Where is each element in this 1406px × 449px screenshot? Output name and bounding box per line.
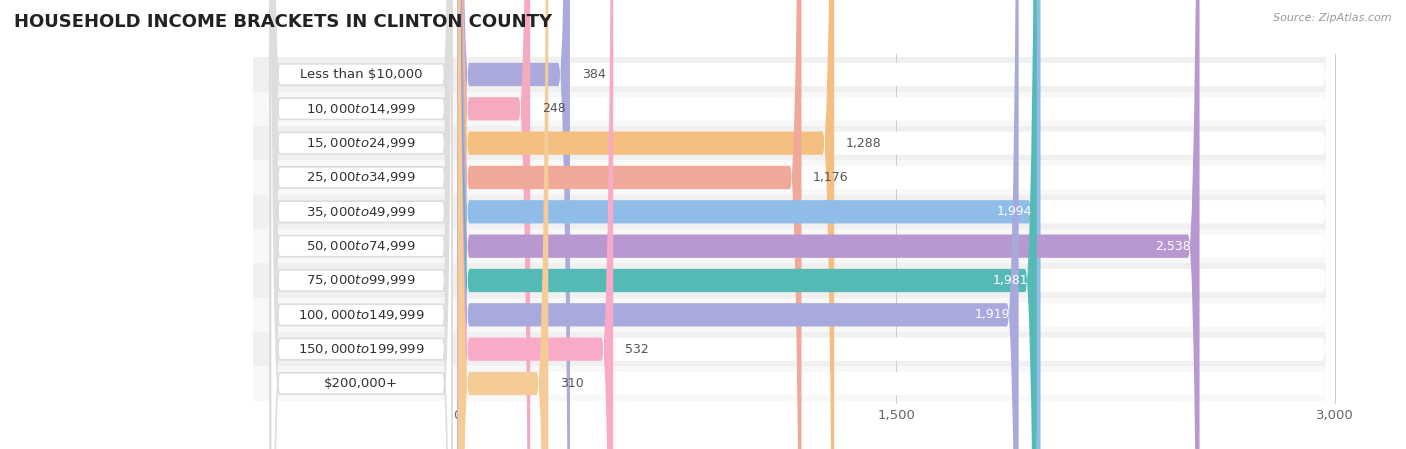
FancyBboxPatch shape (270, 0, 451, 449)
Text: $150,000 to $199,999: $150,000 to $199,999 (298, 342, 425, 356)
FancyBboxPatch shape (270, 0, 451, 449)
FancyBboxPatch shape (253, 57, 1334, 92)
FancyBboxPatch shape (458, 0, 1334, 449)
FancyBboxPatch shape (458, 0, 801, 449)
Text: $10,000 to $14,999: $10,000 to $14,999 (307, 102, 416, 116)
FancyBboxPatch shape (270, 0, 451, 449)
FancyBboxPatch shape (458, 0, 1334, 449)
Text: Source: ZipAtlas.com: Source: ZipAtlas.com (1274, 13, 1392, 23)
FancyBboxPatch shape (458, 0, 569, 449)
FancyBboxPatch shape (270, 0, 451, 449)
FancyBboxPatch shape (253, 298, 1334, 332)
Text: 1,919: 1,919 (974, 308, 1010, 321)
FancyBboxPatch shape (270, 0, 451, 449)
FancyBboxPatch shape (458, 0, 1199, 449)
FancyBboxPatch shape (270, 0, 451, 449)
FancyBboxPatch shape (270, 0, 451, 449)
FancyBboxPatch shape (458, 0, 834, 449)
Text: 248: 248 (541, 102, 565, 115)
Text: 1,288: 1,288 (846, 136, 882, 150)
FancyBboxPatch shape (270, 0, 451, 449)
FancyBboxPatch shape (458, 0, 530, 449)
FancyBboxPatch shape (458, 0, 1334, 449)
FancyBboxPatch shape (253, 92, 1334, 126)
Text: $75,000 to $99,999: $75,000 to $99,999 (307, 273, 416, 287)
FancyBboxPatch shape (253, 229, 1334, 263)
FancyBboxPatch shape (458, 0, 1040, 449)
Text: 1,994: 1,994 (997, 205, 1032, 218)
Text: $35,000 to $49,999: $35,000 to $49,999 (307, 205, 416, 219)
Text: 1,176: 1,176 (813, 171, 849, 184)
FancyBboxPatch shape (458, 0, 1334, 449)
Text: 310: 310 (560, 377, 583, 390)
Text: 532: 532 (624, 343, 648, 356)
FancyBboxPatch shape (253, 195, 1334, 229)
Text: 1,981: 1,981 (993, 274, 1028, 287)
FancyBboxPatch shape (458, 0, 613, 449)
FancyBboxPatch shape (253, 332, 1334, 366)
FancyBboxPatch shape (458, 0, 1334, 449)
FancyBboxPatch shape (458, 0, 1334, 449)
FancyBboxPatch shape (458, 0, 1334, 449)
FancyBboxPatch shape (458, 0, 1334, 449)
FancyBboxPatch shape (253, 263, 1334, 298)
FancyBboxPatch shape (270, 0, 451, 449)
Text: 2,538: 2,538 (1154, 240, 1191, 253)
FancyBboxPatch shape (458, 0, 1334, 449)
Text: Less than $10,000: Less than $10,000 (299, 68, 422, 81)
FancyBboxPatch shape (458, 0, 548, 449)
Text: 384: 384 (582, 68, 606, 81)
Text: $200,000+: $200,000+ (325, 377, 398, 390)
Text: $100,000 to $149,999: $100,000 to $149,999 (298, 308, 425, 322)
Text: $25,000 to $34,999: $25,000 to $34,999 (307, 171, 416, 185)
FancyBboxPatch shape (458, 0, 1036, 449)
Text: $15,000 to $24,999: $15,000 to $24,999 (307, 136, 416, 150)
FancyBboxPatch shape (458, 0, 1018, 449)
Text: HOUSEHOLD INCOME BRACKETS IN CLINTON COUNTY: HOUSEHOLD INCOME BRACKETS IN CLINTON COU… (14, 13, 553, 31)
FancyBboxPatch shape (253, 366, 1334, 401)
Text: $50,000 to $74,999: $50,000 to $74,999 (307, 239, 416, 253)
FancyBboxPatch shape (253, 126, 1334, 160)
FancyBboxPatch shape (253, 160, 1334, 195)
FancyBboxPatch shape (458, 0, 1334, 449)
FancyBboxPatch shape (270, 0, 451, 449)
